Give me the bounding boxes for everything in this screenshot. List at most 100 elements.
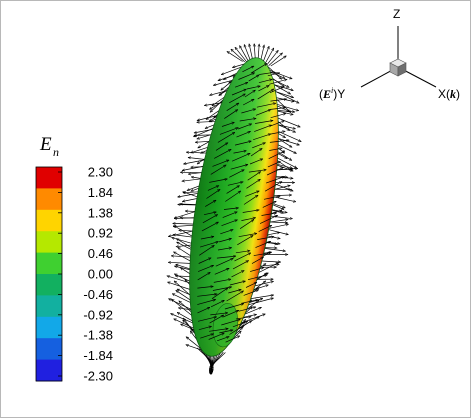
field-arrow xyxy=(241,218,255,221)
field-arrow xyxy=(247,172,261,181)
field-arrow xyxy=(222,212,238,218)
field-arrow xyxy=(259,72,275,75)
field-arrow xyxy=(197,294,217,297)
field-arrow xyxy=(209,179,227,183)
field-arrow xyxy=(219,128,238,135)
legend-tick-label: 0.00 xyxy=(88,267,113,282)
field-arrow xyxy=(275,116,300,127)
field-arrow xyxy=(270,99,287,102)
field-arrow xyxy=(270,108,286,110)
field-arrow xyxy=(231,152,250,162)
field-arrow xyxy=(235,47,248,63)
field-arrow xyxy=(275,156,297,169)
field-arrow xyxy=(239,118,256,122)
field-arrow xyxy=(250,268,264,272)
triad-z-label: Z xyxy=(393,7,400,21)
field-arrow xyxy=(275,110,294,115)
legend-title: E xyxy=(39,134,52,155)
field-arrow xyxy=(198,326,212,331)
field-arrow xyxy=(226,103,239,111)
legend-color-bar xyxy=(35,166,63,382)
field-arrow xyxy=(230,165,248,170)
field-arrow xyxy=(199,245,214,256)
field-arrow xyxy=(168,262,193,263)
field-arrow xyxy=(258,85,269,92)
field-arrow xyxy=(257,237,274,240)
field-arrow xyxy=(275,103,299,111)
field-arrow xyxy=(229,93,245,104)
field-arrow xyxy=(197,300,215,305)
field-arrow xyxy=(265,177,285,184)
field-arrow xyxy=(200,237,214,240)
field-arrow xyxy=(214,267,229,275)
legend-tick-label: 0.92 xyxy=(88,226,113,241)
field-arrow xyxy=(177,241,193,251)
field-arrow xyxy=(271,196,296,201)
legend-tick-label: 2.30 xyxy=(88,165,113,180)
field-arrow xyxy=(215,257,234,267)
field-arrow xyxy=(232,321,248,328)
field-arrows-front xyxy=(197,63,289,343)
field-arrow xyxy=(276,143,296,154)
field-arrow xyxy=(242,65,254,73)
field-arrow xyxy=(263,48,275,66)
field-arrow xyxy=(266,166,283,176)
field-arrow xyxy=(266,224,289,230)
field-arrow xyxy=(226,291,244,302)
legend-color-band xyxy=(36,274,62,296)
field-arrow xyxy=(231,89,246,96)
field-arrow xyxy=(174,210,198,218)
field-arrow xyxy=(249,159,263,165)
legend-color-band xyxy=(36,209,62,232)
field-arrow xyxy=(204,102,225,105)
field-arrow xyxy=(224,110,238,119)
field-arrow xyxy=(237,235,253,246)
field-arrow xyxy=(211,288,228,299)
field-arrow xyxy=(198,257,211,264)
field-arrow xyxy=(253,134,271,141)
legend-color-band xyxy=(36,338,62,361)
field-arrow xyxy=(210,299,224,308)
legend-color-band xyxy=(36,188,62,211)
field-arrow xyxy=(246,86,261,90)
field-arrow xyxy=(210,352,226,368)
field-arrow xyxy=(251,257,264,264)
field-arrow xyxy=(220,230,233,235)
field-arrow xyxy=(225,335,240,343)
legend-ticks: 2.30 1.84 1.38 0.92 0.46 0.00 -0.46 -0.92 -1.38 -… xyxy=(58,165,113,384)
field-arrow xyxy=(197,272,211,281)
legend-tick-label: -1.38 xyxy=(83,328,113,343)
field-arrow xyxy=(209,329,228,332)
field-arrow xyxy=(253,253,271,256)
field-arrow xyxy=(197,286,213,289)
field-arrow xyxy=(245,191,259,197)
field-arrow xyxy=(212,287,232,291)
field-arrow xyxy=(267,161,281,168)
field-arrow xyxy=(270,131,285,135)
field-arrow xyxy=(270,121,285,127)
field-arrow xyxy=(231,49,245,63)
field-arrow xyxy=(240,46,250,63)
field-arrow xyxy=(208,333,225,340)
field-arrow xyxy=(172,299,194,318)
field-arrow xyxy=(222,309,239,318)
field-arrow xyxy=(214,148,231,159)
field-arrow xyxy=(216,337,229,342)
field-arrow xyxy=(246,298,273,306)
field-arrow xyxy=(202,214,218,224)
spheroid-body xyxy=(189,57,279,357)
field-arrow xyxy=(258,224,272,232)
field-arrow xyxy=(234,141,251,146)
field-arrow xyxy=(248,75,259,82)
field-arrow xyxy=(275,150,292,161)
field-arrow xyxy=(203,212,216,216)
legend-tick-label: -1.84 xyxy=(83,348,113,363)
field-arrow xyxy=(221,319,240,326)
legend-tick-label: 0.46 xyxy=(88,246,113,261)
field-arrow xyxy=(217,248,232,251)
field-arrow xyxy=(255,110,271,116)
triad-x-label: X(k) xyxy=(438,87,460,101)
field-arrow xyxy=(210,165,226,175)
